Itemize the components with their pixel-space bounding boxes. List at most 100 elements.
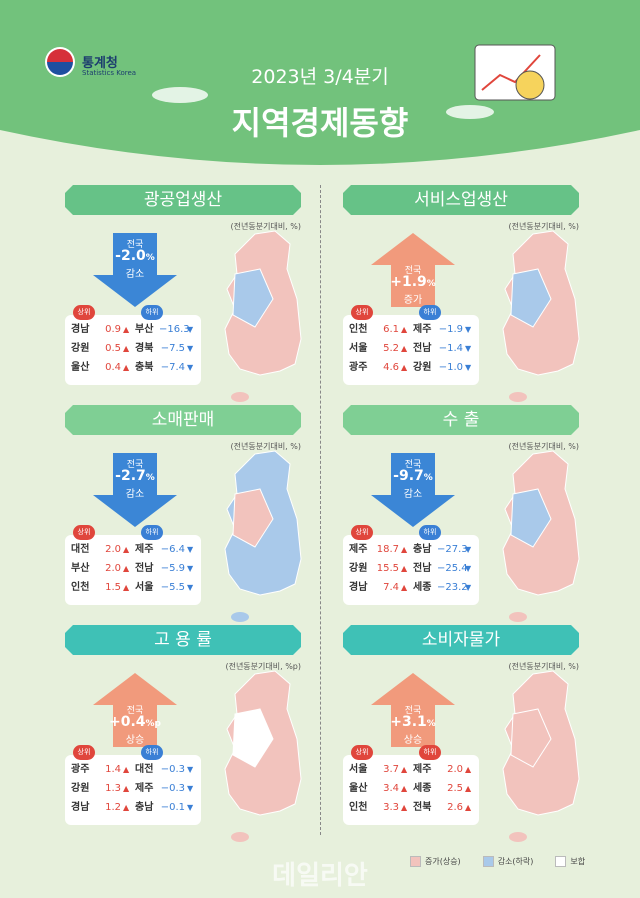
national-change: 상승 (403, 735, 423, 746)
arrow: ▼ (187, 803, 194, 812)
value: −1.0 (438, 362, 463, 373)
national-number: +1.9 (390, 274, 427, 290)
panel: 고 용 률 (전년동분기대비, %p) 전국 +0.4%p 상승 상위 하위 광주 1.4 ▲ 강원… (65, 625, 302, 842)
national-number: -2.7 (115, 468, 146, 484)
region: 강원 (413, 362, 432, 373)
map-jeju (231, 392, 249, 402)
arrow: ▲ (401, 803, 408, 812)
national-indicator: 전국 -2.7% 감소 (93, 453, 177, 527)
value: 3.4 (383, 783, 399, 794)
map-region (232, 488, 274, 548)
value: −16.3 (159, 324, 190, 335)
region: 세종 (413, 582, 432, 593)
national-label: 전국 (126, 460, 144, 470)
value: −5.9 (160, 563, 185, 574)
arrow: ▼ (465, 564, 472, 573)
national-label: 전국 (126, 706, 144, 716)
national-number: -9.7 (393, 468, 424, 484)
value: 0.9 (105, 324, 121, 335)
arrow-shape (93, 453, 177, 527)
arrow-shape (93, 233, 177, 307)
value: −27.3 (437, 544, 468, 555)
region: 부산 (135, 324, 154, 335)
national-arrow (93, 453, 177, 527)
region: 전남 (135, 563, 154, 574)
value: 3.3 (383, 802, 399, 813)
arrow: ▲ (123, 344, 130, 353)
legend-item: 증가(상승) (410, 856, 461, 867)
national-label: 전국 (404, 460, 422, 470)
national-change: 감소 (125, 489, 145, 500)
arrow: ▲ (401, 344, 408, 353)
value: 2.0 (105, 544, 121, 555)
value: −0.3 (160, 783, 185, 794)
panel-title: 서비스업생산 (343, 185, 579, 215)
arrow: ▲ (401, 765, 408, 774)
national-indicator: 전국 +1.9% 증가 (371, 233, 455, 307)
national-number: -2.0 (115, 248, 146, 264)
value: 3.7 (383, 764, 399, 775)
value: 0.5 (105, 343, 121, 354)
value: 5.2 (383, 343, 399, 354)
value: 18.7 (376, 544, 399, 555)
panel: 소비자물가 (전년동분기대비, %) 전국 +3.1% 상승 상위 하위 서울 3.7 ▲ 울산 3.… (343, 625, 580, 842)
org-en: Statistics Korea (82, 69, 137, 77)
top-tag: 상위 (351, 745, 373, 760)
region: 인천 (349, 802, 368, 813)
legend-swatch (555, 856, 567, 867)
value: 2.0 (105, 563, 121, 574)
national-value: +3.1% (371, 714, 455, 730)
national-change: 증가 (403, 295, 423, 306)
panel-title: 수 출 (343, 405, 579, 435)
arrow: ▲ (401, 545, 408, 554)
arrow: ▲ (123, 765, 130, 774)
arrow: ▲ (465, 784, 472, 793)
map-jeju (231, 832, 249, 842)
region: 대전 (71, 544, 90, 555)
value: −1.4 (438, 343, 463, 354)
national-indicator: 전국 +0.4%p 상승 (93, 673, 177, 747)
panel: 서비스업생산 (전년동분기대비, %) 전국 +1.9% 증가 상위 하위 인천 6.1 ▲ 서울 5… (343, 185, 580, 402)
map-jeju (231, 612, 249, 622)
region: 울산 (71, 362, 90, 373)
national-number: +3.1 (390, 714, 427, 730)
arrow: ▲ (401, 363, 408, 372)
arrow: ▼ (465, 545, 472, 554)
legend: 증가(상승) 감소(하락) 보합 (410, 856, 607, 867)
value: 1.5 (105, 582, 121, 593)
region: 강원 (349, 563, 368, 574)
region: 세종 (413, 783, 432, 794)
map (224, 230, 302, 402)
top-tag: 상위 (73, 525, 95, 540)
arrow: ▼ (465, 583, 472, 592)
legend-item: 감소(하락) (482, 856, 533, 867)
value: 2.6 (447, 802, 463, 813)
bottom-tag: 하위 (141, 525, 163, 540)
bottom-tag: 하위 (419, 525, 441, 540)
region: 제주 (135, 783, 154, 794)
national-unit: %p (145, 719, 161, 729)
map-region (510, 488, 552, 548)
region: 제주 (413, 764, 432, 775)
region: 울산 (349, 783, 368, 794)
value: −25.4 (437, 563, 468, 574)
unit-note: (전년동분기대비, %) (230, 442, 301, 451)
map-jeju (509, 612, 527, 622)
map (502, 230, 580, 402)
value: 6.1 (383, 324, 399, 335)
table-box (65, 755, 201, 825)
top-tag: 상위 (351, 305, 373, 320)
value: −7.5 (160, 343, 185, 354)
map-region (510, 268, 552, 328)
map-region (232, 708, 274, 768)
arrow: ▼ (187, 545, 194, 554)
region: 전남 (413, 563, 432, 574)
panel-title: 광공업생산 (65, 185, 301, 215)
national-label: 전국 (404, 266, 422, 276)
unit-note: (전년동분기대비, %p) (225, 662, 301, 671)
value: 2.0 (447, 764, 463, 775)
value: −23.2 (437, 582, 468, 593)
region: 강원 (71, 783, 90, 794)
national-change: 상승 (125, 735, 145, 746)
